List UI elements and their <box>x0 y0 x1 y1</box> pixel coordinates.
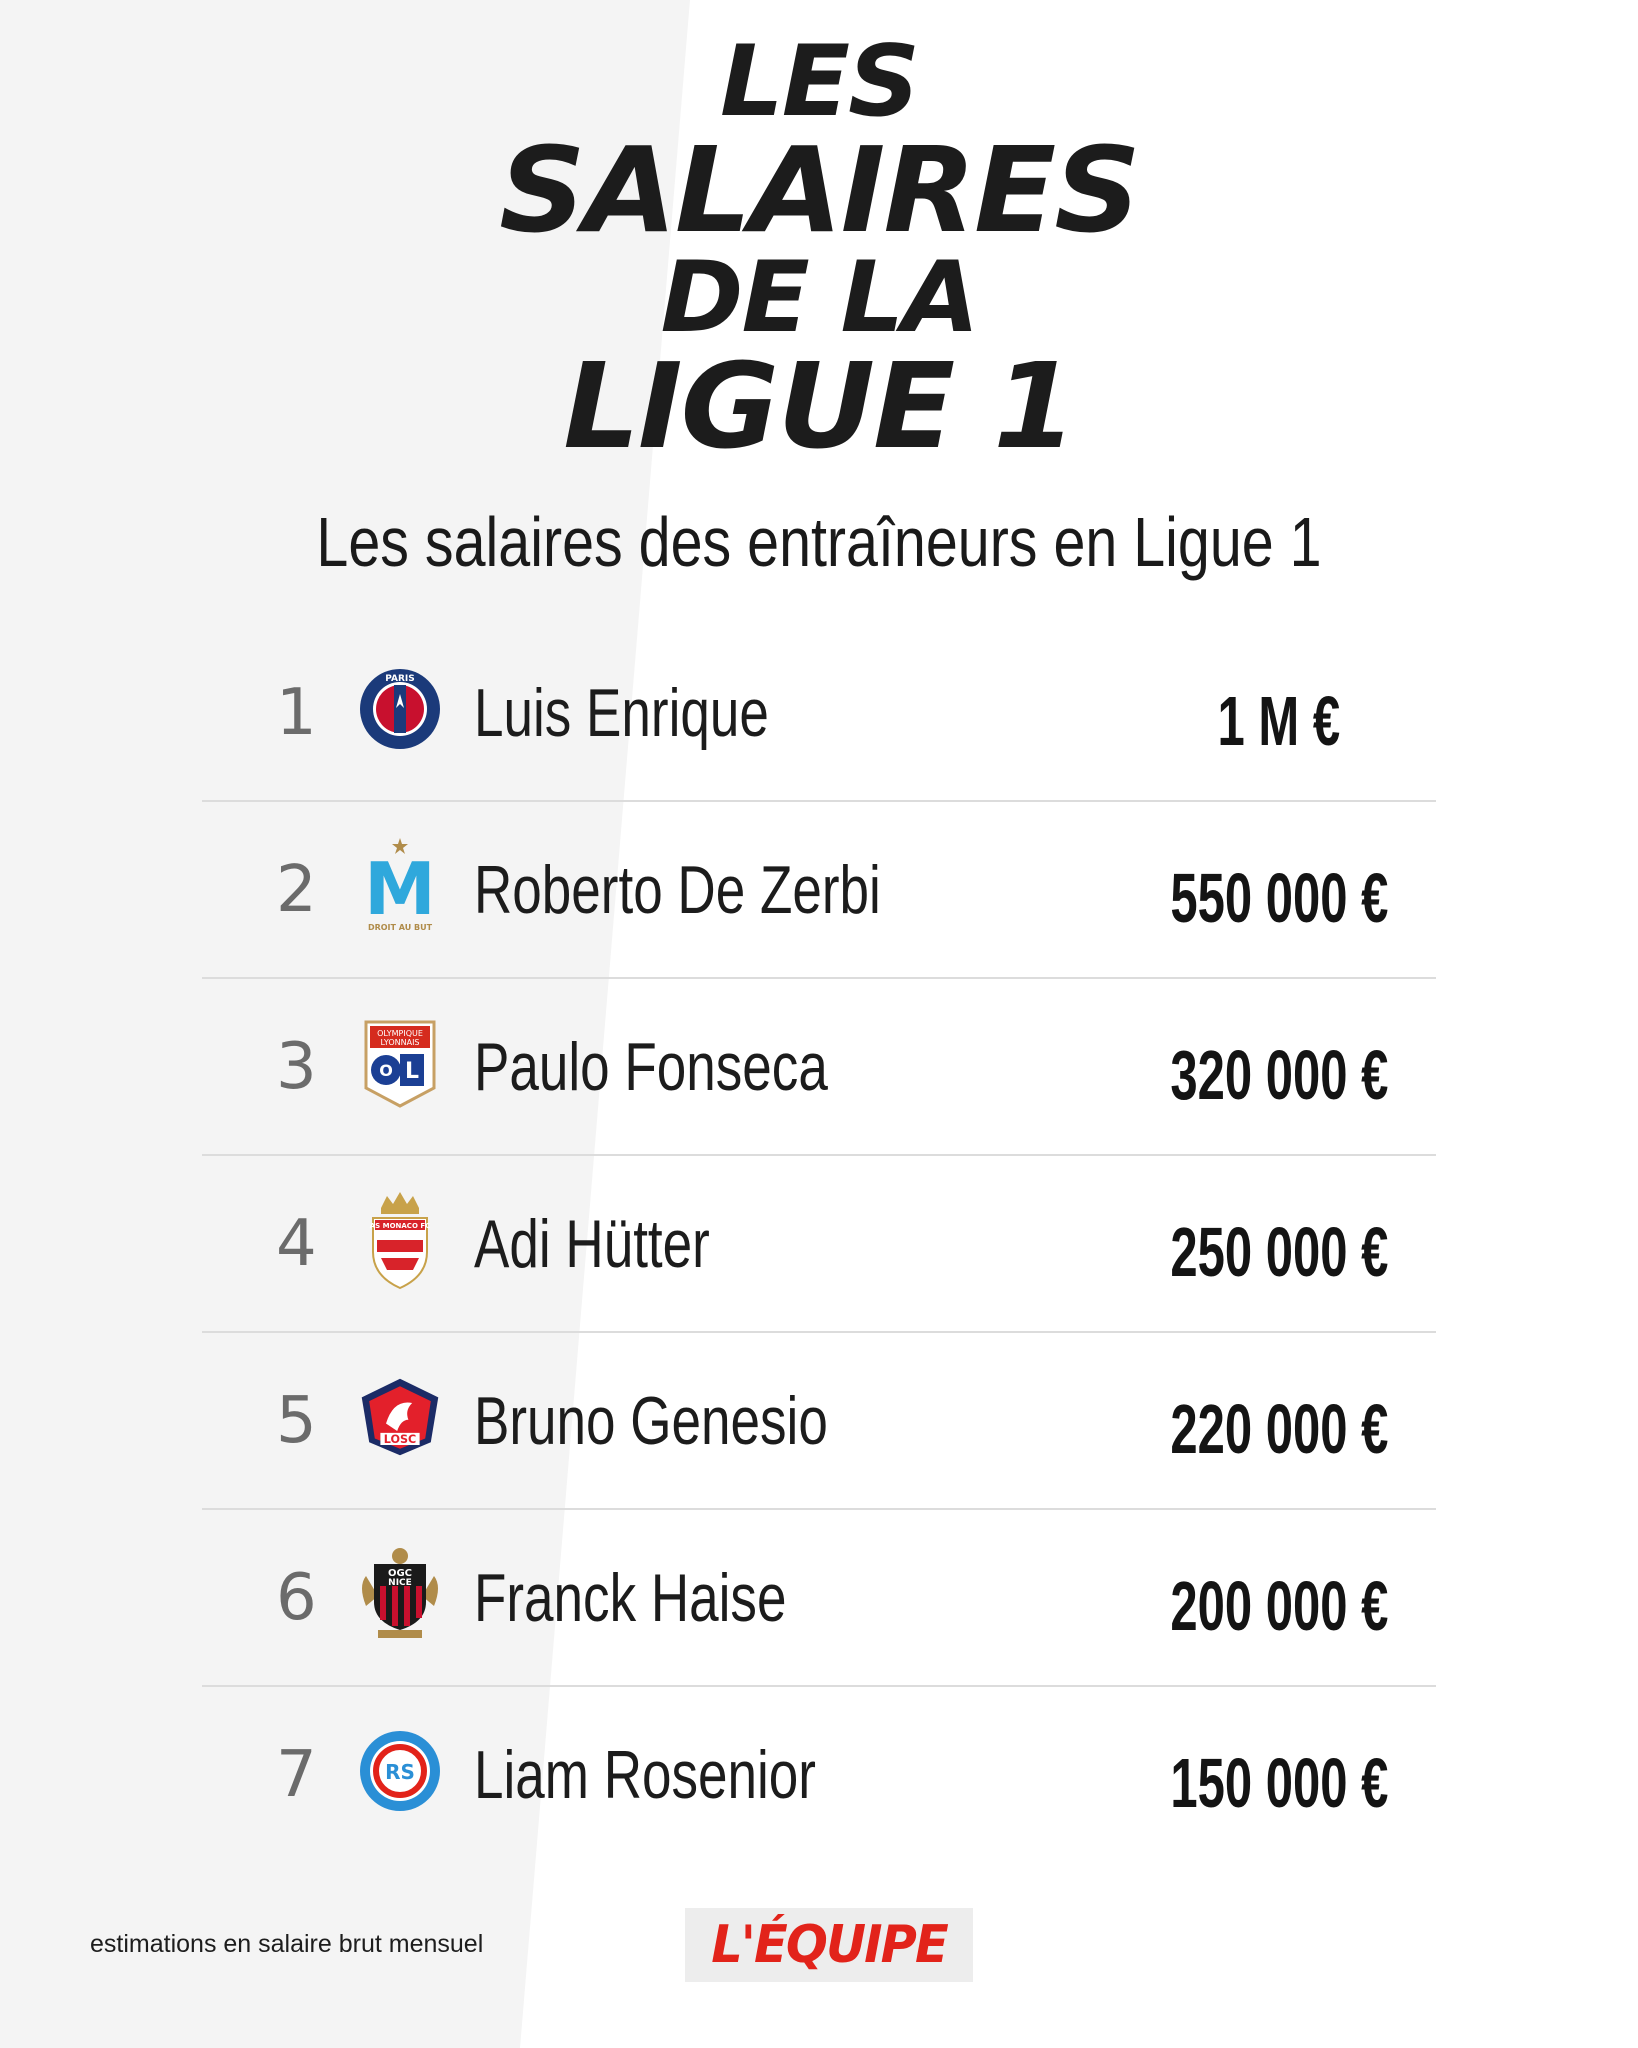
svg-text:L: L <box>405 1059 419 1084</box>
coach-name: Roberto De Zerbi <box>474 851 881 928</box>
ranking-row-1: 1 PARIS Luis Enrique 1 M € <box>202 625 1436 802</box>
ol-crest-icon: OLYMPIQUE LYONNAIS O L <box>358 1020 442 1108</box>
salary-value: 320 000 € <box>1170 1035 1388 1114</box>
salary-value: 1 M € <box>1217 681 1340 760</box>
salary-value: 150 000 € <box>1170 1743 1388 1822</box>
main-title: LES SALAIRES DE LA LIGUE 1 <box>0 25 1638 475</box>
ranking-row-7: 7 RS Liam Rosenior 150 000 € <box>202 1687 1436 1862</box>
rank-number: 3 <box>276 1029 317 1104</box>
svg-text:PARIS: PARIS <box>385 674 415 684</box>
ranking-row-3: 3 OLYMPIQUE LYONNAIS O L Paulo Fonseca 3… <box>202 979 1436 1156</box>
strasbourg-crest-icon: RS <box>358 1729 442 1813</box>
svg-text:M: M <box>364 847 436 931</box>
coach-name: Bruno Genesio <box>474 1382 828 1459</box>
ranking-row-5: 5 LOSC Bruno Genesio 220 000 € <box>202 1333 1436 1510</box>
rank-number: 5 <box>276 1383 317 1458</box>
rank-number: 2 <box>276 852 317 927</box>
coach-name: Adi Hütter <box>474 1205 710 1282</box>
rank-number: 1 <box>276 675 317 750</box>
om-crest-icon: M DROIT AU BUT <box>358 837 442 932</box>
psg-crest-icon: PARIS <box>358 667 442 751</box>
rank-number: 6 <box>276 1560 317 1635</box>
salary-value: 220 000 € <box>1170 1389 1388 1468</box>
svg-text:RS: RS <box>385 1760 415 1784</box>
monaco-crest-icon: AS MONACO FC <box>358 1191 442 1289</box>
losc-crest-icon: LOSC <box>358 1375 442 1459</box>
rank-number: 7 <box>276 1737 317 1812</box>
rank-number: 4 <box>276 1206 317 1281</box>
lequipe-logo: L'ÉQUIPE <box>685 1908 973 1982</box>
svg-text:OLYMPIQUE: OLYMPIQUE <box>377 1029 423 1038</box>
ranking-row-2: 2 M DROIT AU BUT Roberto De Zerbi 550 00… <box>202 802 1436 979</box>
brand-wordmark: L'ÉQUIPE <box>711 1915 948 1975</box>
svg-text:LOSC: LOSC <box>384 1433 417 1446</box>
coach-name: Paulo Fonseca <box>474 1028 828 1105</box>
salary-value: 250 000 € <box>1170 1212 1388 1291</box>
svg-text:DROIT AU BUT: DROIT AU BUT <box>368 923 433 932</box>
svg-text:LYONNAIS: LYONNAIS <box>380 1038 419 1047</box>
footnote: estimations en salaire brut mensuel <box>90 1930 484 1958</box>
ranking-row-4: 4 AS MONACO FC Adi Hütter 250 000 € <box>202 1156 1436 1333</box>
coach-name: Luis Enrique <box>474 674 769 751</box>
salary-ranking-list: 1 PARIS Luis Enrique 1 M € 2 M <box>202 625 1436 1862</box>
ogc-nice-crest-icon: OGC NICE <box>358 1547 442 1638</box>
ranking-row-6: 6 OGC NICE Franck Haise 200 000 € <box>202 1510 1436 1687</box>
coach-name: Liam Rosenior <box>474 1736 816 1813</box>
svg-text:O: O <box>379 1061 393 1080</box>
title-line-2: SALAIRES <box>499 121 1141 259</box>
title-line-3: DE LA <box>660 241 980 355</box>
coach-name: Franck Haise <box>474 1559 787 1636</box>
subtitle: Les salaires des entraîneurs en Ligue 1 <box>316 503 1322 581</box>
title-line-1: LES <box>720 25 920 139</box>
svg-text:AS MONACO FC: AS MONACO FC <box>370 1222 431 1230</box>
salary-value: 550 000 € <box>1170 858 1388 937</box>
title-line-4: LIGUE 1 <box>563 337 1077 475</box>
salary-value: 200 000 € <box>1170 1566 1388 1645</box>
svg-text:NICE: NICE <box>388 1578 412 1588</box>
svg-text:OGC: OGC <box>388 1568 412 1579</box>
